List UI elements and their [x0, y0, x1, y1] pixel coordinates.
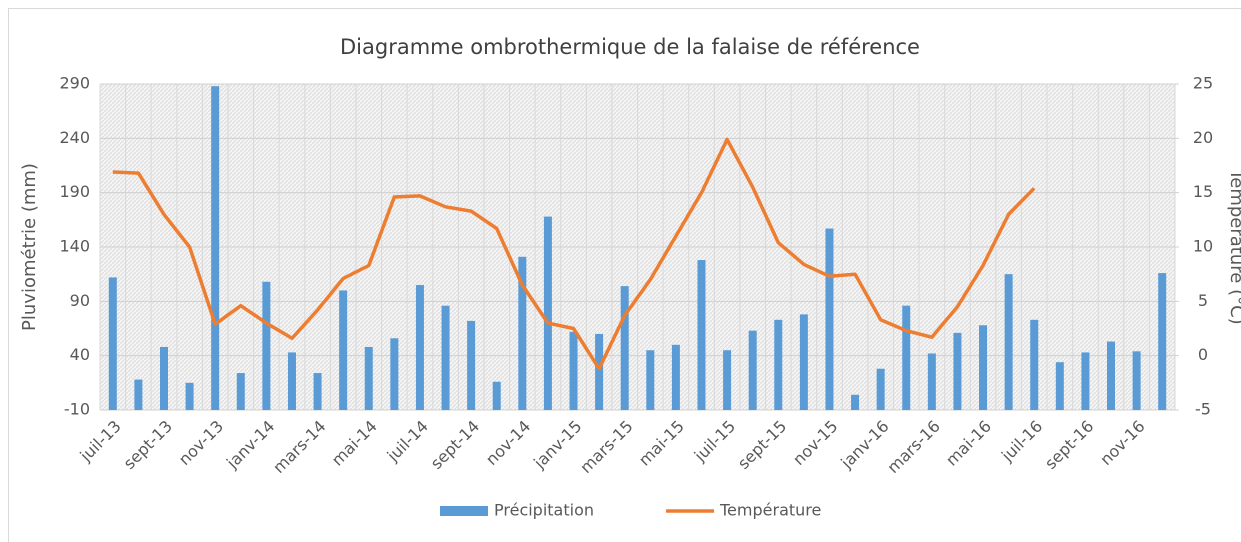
bar [595, 333, 604, 410]
bar [1055, 362, 1064, 410]
bar [492, 381, 501, 410]
bar [671, 344, 680, 410]
bar [569, 331, 578, 410]
bar [723, 350, 732, 410]
bar [774, 319, 783, 410]
bar [876, 368, 885, 410]
y2-tick-label: 25 [1193, 74, 1213, 93]
bar [185, 382, 194, 410]
bar [134, 379, 143, 410]
chart-title: Diagramme ombrothermique de la falaise d… [340, 35, 920, 59]
y-tick-label: 90 [70, 291, 90, 310]
bar [927, 353, 936, 410]
bar [108, 277, 117, 410]
bar [1030, 319, 1039, 410]
y2-axis-title: Température (°C) [1226, 168, 1241, 324]
bar [467, 320, 476, 410]
y2-tick-label: -5 [1195, 400, 1211, 419]
y2-tick-label: 15 [1193, 182, 1213, 201]
line [112, 137, 1036, 371]
y-tick-label: -10 [64, 400, 90, 419]
bar [646, 350, 655, 410]
legend: Précipitation Température [440, 501, 821, 520]
bar [902, 305, 911, 410]
bar [1004, 274, 1013, 410]
y-tick-label: 190 [59, 182, 90, 201]
bar [851, 394, 860, 410]
bar [441, 305, 450, 410]
y2-tick-label: 10 [1193, 237, 1213, 256]
marks [108, 86, 1167, 410]
y2-tick-label: 20 [1193, 128, 1213, 147]
bar [518, 256, 527, 410]
bar [620, 286, 629, 410]
bar [313, 373, 322, 410]
y-tick-label: 40 [70, 345, 90, 364]
bar [287, 352, 296, 410]
bar [390, 338, 399, 410]
bar [979, 325, 988, 410]
bar [236, 373, 245, 410]
legend-swatch [440, 506, 488, 516]
bar [211, 86, 220, 410]
bar [1081, 352, 1090, 410]
bar [262, 281, 271, 410]
bar [748, 330, 757, 410]
y-tick-label: 240 [59, 128, 90, 147]
bar [825, 228, 834, 410]
y-tick-label: 290 [59, 74, 90, 93]
y-axis-title: Pluviométrie (mm) [19, 163, 40, 331]
bar [159, 346, 168, 410]
bar [1158, 273, 1167, 410]
y2-tick-label: 0 [1198, 345, 1208, 364]
bar [543, 216, 552, 410]
bar [339, 290, 348, 410]
y-tick-label: 140 [59, 237, 90, 256]
legend-label: Précipitation [494, 501, 594, 520]
bar [415, 285, 424, 410]
bar [364, 346, 373, 410]
bar [697, 260, 706, 410]
y2-tick-label: 5 [1198, 291, 1208, 310]
bar [1107, 341, 1116, 410]
bar [953, 332, 962, 410]
legend-label: Température [719, 501, 821, 520]
bar [799, 314, 808, 410]
bar [1132, 351, 1141, 410]
